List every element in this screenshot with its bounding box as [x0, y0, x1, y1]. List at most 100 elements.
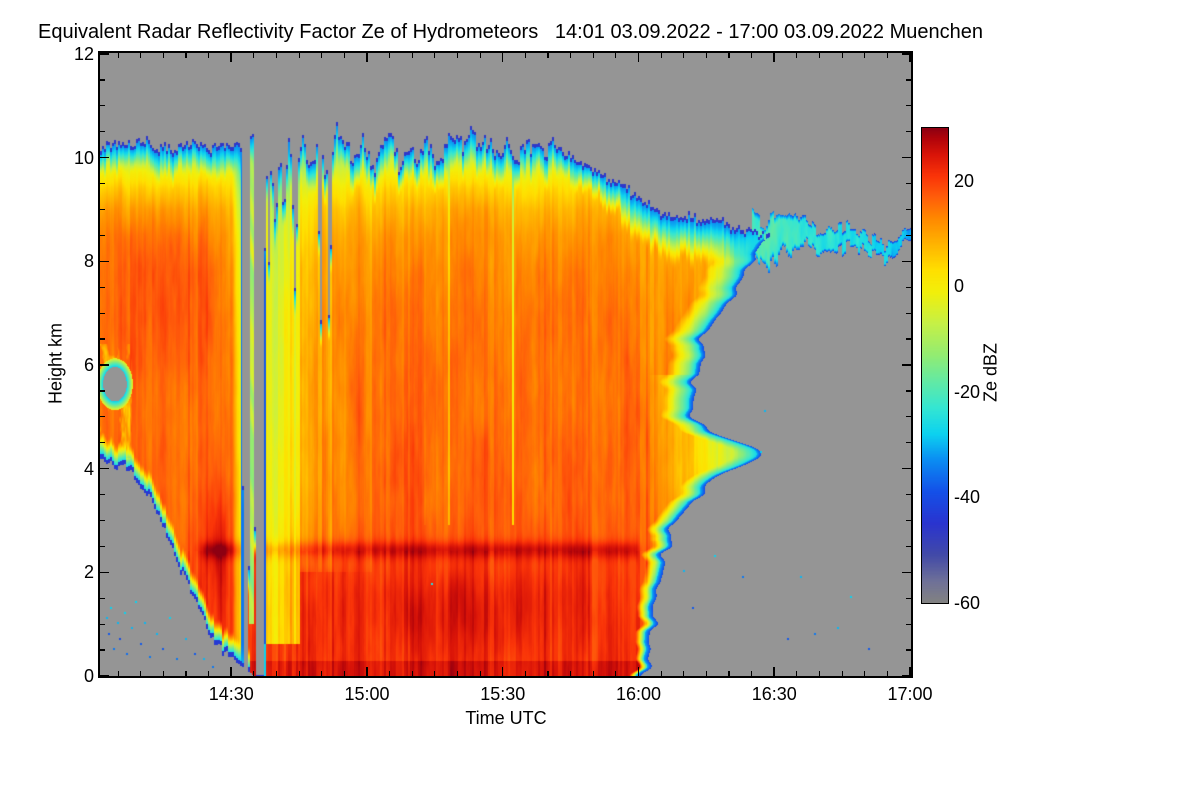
- y-tick-label: 0: [83, 666, 94, 686]
- x-minor-tick-top: [321, 53, 323, 58]
- x-minor-tick-top: [524, 53, 526, 58]
- y-minor-tick: [100, 649, 105, 651]
- colorbar-tick-label: -20: [954, 381, 981, 402]
- x-minor-tick-top: [728, 53, 730, 58]
- colorbar-canvas: [922, 128, 948, 603]
- y-minor-tick: [100, 416, 105, 418]
- x-minor-tick: [434, 671, 436, 676]
- x-minor-tick-top: [479, 53, 481, 58]
- x-tick-label: 16:00: [615, 684, 661, 704]
- x-minor-tick: [683, 671, 685, 676]
- y-major-tick-right: [902, 260, 911, 263]
- y-minor-tick: [100, 131, 105, 133]
- y-minor-tick: [100, 545, 105, 547]
- x-minor-tick: [570, 671, 572, 676]
- x-minor-tick: [321, 671, 323, 676]
- x-minor-tick-top: [592, 53, 594, 58]
- x-major-tick-top: [637, 53, 640, 62]
- radar-heatmap-canvas: [100, 53, 911, 676]
- y-minor-tick-right: [906, 182, 911, 185]
- y-minor-tick-right: [906, 105, 911, 107]
- x-minor-tick-top: [275, 53, 278, 58]
- x-major-tick: [230, 667, 232, 676]
- y-minor-tick: [100, 597, 105, 599]
- x-minor-tick: [185, 671, 187, 676]
- x-minor-tick-top: [343, 53, 345, 58]
- x-major-tick: [637, 667, 640, 676]
- y-major-tick: [100, 571, 109, 574]
- y-minor-tick: [100, 519, 105, 522]
- x-minor-tick-top: [886, 53, 888, 58]
- x-tick-label: 16:30: [751, 684, 797, 704]
- x-minor-tick-top: [456, 53, 459, 58]
- x-minor-tick-top: [411, 53, 413, 58]
- y-major-tick-right: [902, 53, 911, 55]
- x-tick-label: 15:00: [344, 684, 390, 704]
- x-minor-tick: [411, 671, 413, 676]
- y-minor-tick-right: [906, 493, 911, 496]
- y-axis-title: Height km: [45, 322, 66, 405]
- y-major-tick: [100, 53, 109, 55]
- y-minor-tick: [100, 182, 105, 185]
- y-minor-tick: [100, 442, 105, 444]
- y-major-tick: [100, 364, 109, 366]
- x-minor-tick-top: [117, 53, 119, 58]
- plot-title: Equivalent Radar Reflectivity Factor Ze …: [38, 21, 983, 43]
- y-minor-tick-right: [906, 208, 911, 211]
- colorbar-title: Ze dBZ: [980, 342, 1001, 403]
- x-minor-tick-top: [547, 53, 549, 58]
- x-major-tick: [501, 667, 504, 676]
- x-minor-tick: [456, 671, 459, 676]
- x-minor-tick: [705, 671, 707, 676]
- x-minor-tick: [728, 671, 730, 676]
- x-minor-tick: [841, 671, 843, 676]
- x-major-tick: [773, 667, 775, 676]
- y-tick-label: 2: [83, 562, 94, 583]
- y-minor-tick-right: [906, 390, 911, 392]
- y-minor-tick-right: [906, 623, 911, 625]
- x-minor-tick-top: [615, 53, 617, 58]
- x-minor-tick-top: [208, 53, 210, 58]
- x-minor-tick-top: [389, 53, 391, 58]
- x-minor-tick: [253, 671, 255, 676]
- y-major-tick: [100, 467, 109, 470]
- y-minor-tick: [100, 312, 105, 314]
- x-minor-tick: [886, 671, 888, 676]
- y-major-tick: [100, 675, 109, 677]
- x-minor-tick: [796, 671, 798, 676]
- x-minor-tick: [298, 671, 300, 676]
- x-minor-tick: [162, 671, 164, 676]
- y-minor-tick-right: [906, 286, 911, 288]
- x-minor-tick: [208, 671, 210, 676]
- y-minor-tick: [100, 390, 105, 392]
- x-minor-tick-top: [298, 53, 300, 58]
- x-minor-tick: [660, 671, 662, 676]
- x-minor-tick: [140, 671, 142, 676]
- x-minor-tick-top: [751, 53, 753, 58]
- x-minor-tick-top: [705, 53, 707, 58]
- y-minor-tick: [100, 493, 105, 496]
- x-major-tick: [366, 667, 368, 676]
- x-axis-title: Time UTC: [465, 708, 547, 728]
- y-minor-tick: [100, 623, 105, 625]
- y-minor-tick: [100, 208, 105, 211]
- x-minor-tick: [864, 671, 866, 676]
- x-minor-tick: [524, 671, 526, 676]
- y-major-tick: [100, 156, 109, 159]
- x-minor-tick: [117, 671, 119, 676]
- x-minor-tick: [343, 671, 345, 676]
- x-minor-tick: [592, 671, 594, 676]
- x-minor-tick-top: [570, 53, 572, 58]
- y-minor-tick-right: [906, 131, 911, 133]
- x-major-tick-top: [773, 53, 775, 62]
- x-minor-tick-top: [162, 53, 164, 58]
- y-major-tick-right: [902, 156, 911, 159]
- y-minor-tick: [100, 105, 105, 107]
- y-tick-label: 8: [83, 251, 94, 272]
- y-major-tick: [100, 260, 109, 263]
- x-minor-tick-top: [683, 53, 685, 58]
- y-major-tick-right: [902, 571, 911, 574]
- x-minor-tick-top: [253, 53, 255, 58]
- x-tick-label: 15:30: [480, 684, 526, 704]
- x-major-tick-top: [230, 53, 232, 62]
